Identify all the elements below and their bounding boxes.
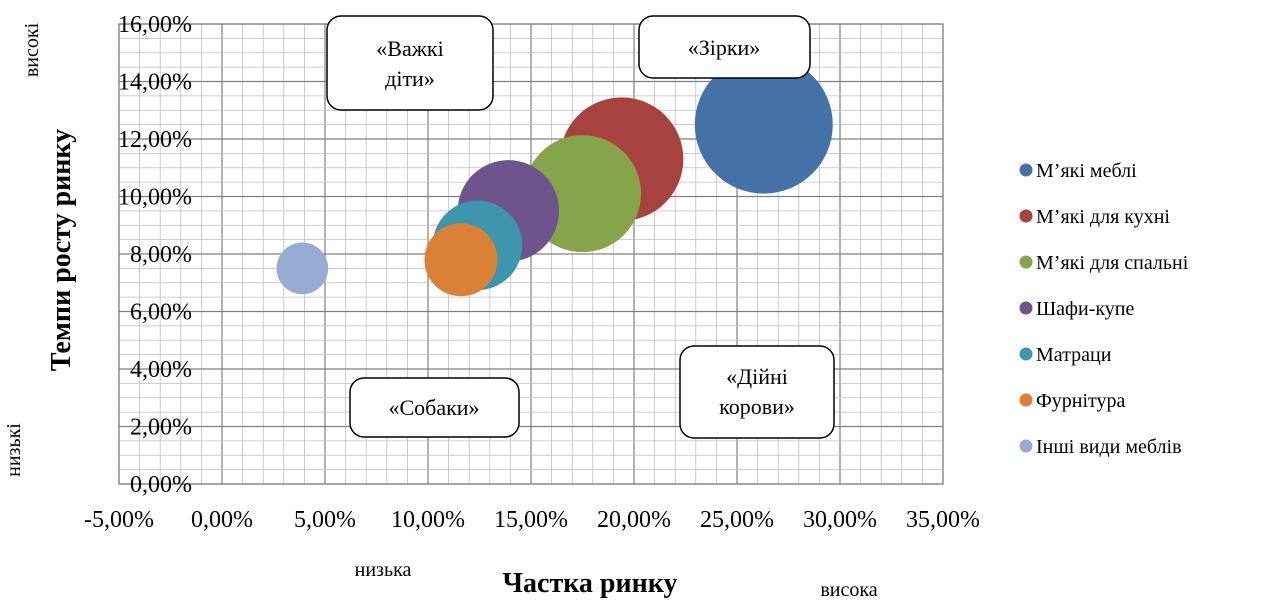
x-tick-label: 15,00% [494, 507, 568, 533]
legend-label: М’які для кухні [1036, 206, 1170, 228]
y-tick-label: 10,00% [118, 185, 192, 211]
quadrant-stars-label: «Зірки» [688, 35, 761, 60]
quadrant-question-marks: «Важкі діти» [326, 15, 494, 111]
quadrant-stars: «Зірки» [638, 15, 811, 79]
legend-marker [1019, 163, 1033, 177]
y-tick-label: 0,00% [130, 472, 192, 498]
x-tick-label: 5,00% [294, 507, 356, 533]
y-tick-label: 2,00% [130, 415, 192, 441]
quadrant-cash-cows: «Дійні корови» [679, 345, 835, 439]
legend-marker [1019, 439, 1033, 453]
y-tick-label: 6,00% [130, 300, 192, 326]
x-high-label: висока [820, 579, 877, 601]
quadrant-dogs: «Собаки» [349, 377, 520, 438]
x-tick-label: 30,00% [803, 507, 877, 533]
legend-marker [1019, 301, 1033, 315]
quadrant-cash-cows-label: «Дійні корови» [719, 364, 795, 419]
y-axis-title: Темпи росту ринку [46, 129, 77, 371]
legend-label: Фурнітура [1036, 390, 1126, 412]
plot-border [118, 23, 944, 485]
y-tick-label: 8,00% [130, 242, 192, 268]
quadrant-question-marks-label: «Важкі діти» [376, 36, 443, 91]
x-tick-label: -5,00% [84, 507, 154, 533]
y-high-label: високі [21, 22, 43, 77]
bubble-5 [424, 223, 498, 297]
bubble-0 [694, 55, 833, 194]
x-low-label: низька [355, 559, 412, 581]
legend: М’які меблі М’які для кухні М’які для спал… [1019, 160, 1189, 458]
tick-labels: -5,00% 0,00% 5,00% 10,00% 15,00% 20,00% 25,00%… [84, 12, 980, 533]
legend-marker [1019, 393, 1033, 407]
legend-label: Інші види меблів [1036, 436, 1182, 458]
legend-label: М’які меблі [1036, 160, 1137, 182]
y-tick-label: 12,00% [118, 127, 192, 153]
y-tick-label: 4,00% [130, 357, 192, 383]
y-tick-label: 16,00% [118, 12, 192, 38]
bubble-layer [276, 55, 833, 297]
legend-marker [1019, 209, 1033, 223]
x-tick-label: 25,00% [700, 507, 774, 533]
legend-marker [1019, 347, 1033, 361]
legend-label: Шафи-купе [1036, 298, 1135, 320]
bubble-6 [276, 242, 329, 295]
legend-marker [1019, 255, 1033, 269]
x-tick-label: 0,00% [191, 507, 253, 533]
legend-label: М’які для спальні [1036, 252, 1189, 274]
x-tick-label: 20,00% [597, 507, 671, 533]
y-tick-label: 14,00% [118, 70, 192, 96]
quadrant-dogs-label: «Собаки» [388, 395, 479, 420]
legend-label: Матраци [1036, 344, 1112, 366]
x-tick-label: 35,00% [906, 507, 980, 533]
x-axis-title: Частка ринку [502, 568, 677, 599]
y-low-label: низькі [3, 423, 25, 477]
x-tick-label: 10,00% [391, 507, 465, 533]
